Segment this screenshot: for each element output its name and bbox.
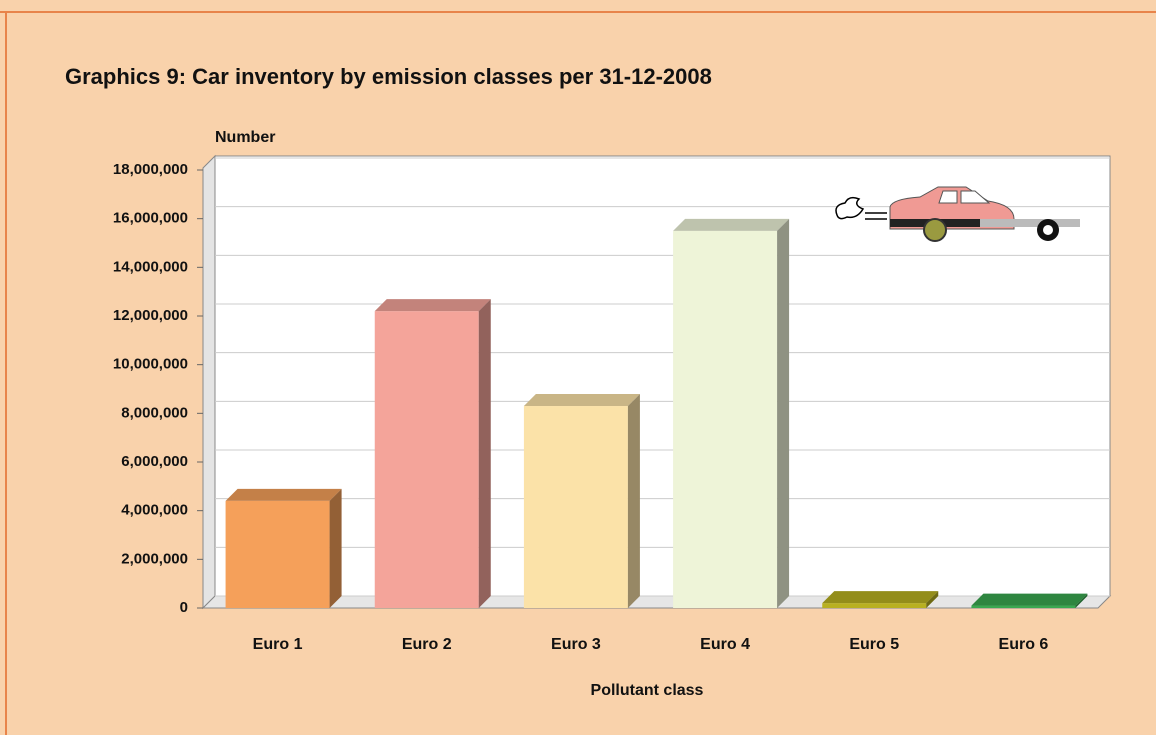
- x-tick-label: Euro 4: [700, 636, 750, 653]
- x-axis-title: Pollutant class: [591, 682, 704, 699]
- bar-front: [225, 500, 330, 608]
- y-tick-label: 0: [180, 599, 188, 616]
- bar-side: [926, 591, 939, 608]
- chart-title: Graphics 9: Car inventory by emission cl…: [65, 64, 712, 89]
- y-tick-label: 10,000,000: [113, 356, 188, 373]
- bar-front: [673, 230, 778, 609]
- y-tick-label: 16,000,000: [113, 210, 188, 227]
- x-tick-label: Euro 2: [402, 636, 452, 653]
- bar-top: [523, 394, 640, 407]
- bar-front: [523, 406, 628, 608]
- y-axis-title: Number: [215, 129, 275, 146]
- bar-side: [627, 394, 640, 608]
- car-icon: [835, 186, 1080, 242]
- x-tick-label: Euro 1: [253, 636, 303, 653]
- y-tick-label: 18,000,000: [113, 161, 188, 178]
- bar-top: [374, 299, 491, 312]
- y-tick-label: 4,000,000: [121, 502, 188, 519]
- y-tick-label: 2,000,000: [121, 550, 188, 567]
- bar-front: [971, 605, 1076, 608]
- x-tick-label: Euro 6: [999, 636, 1049, 653]
- plot-area: 0 2,000,000 4,000,000 6,000,000 8,000,000 10,…: [113, 154, 1112, 653]
- bar-side: [478, 299, 491, 608]
- left-wall: [202, 154, 216, 610]
- y-tick-label: 8,000,000: [121, 404, 188, 421]
- y-tick-label: 6,000,000: [121, 453, 188, 470]
- bar-top: [822, 591, 939, 604]
- bar-top: [225, 488, 342, 501]
- bar-front: [822, 603, 927, 608]
- x-tick-label: Euro 5: [849, 636, 899, 653]
- bar-top: [673, 218, 790, 231]
- bar-side: [1075, 593, 1088, 608]
- x-tick-label: Euro 3: [551, 636, 601, 653]
- y-tick-label: 14,000,000: [113, 258, 188, 275]
- bar-side: [777, 218, 790, 609]
- bar-front: [374, 311, 479, 608]
- y-tick-label: 12,000,000: [113, 307, 188, 324]
- bar-side: [329, 488, 342, 608]
- bar-top: [971, 593, 1088, 606]
